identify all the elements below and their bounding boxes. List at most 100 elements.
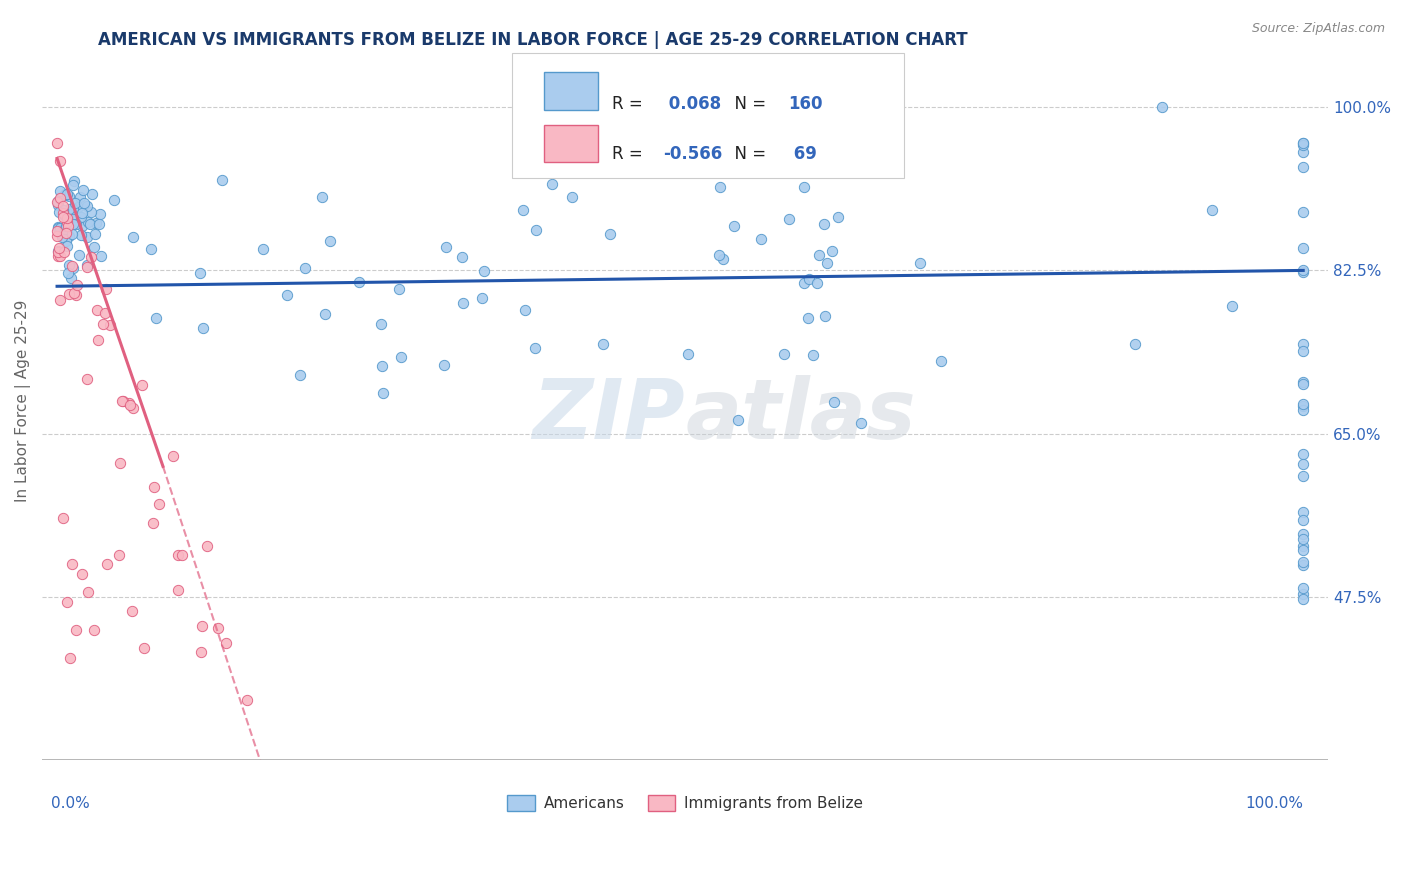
Point [592,336,614,351]
Point [58,650,80,665]
Point [311,190,333,204]
Point [1292,555,1315,569]
Point [131,378,153,392]
Point [72,183,94,197]
Text: R =: R = [612,95,648,112]
Point [73,196,96,211]
Text: 69: 69 [787,145,817,163]
Point [70,219,93,234]
Point [52,202,75,217]
Point [314,307,336,321]
Point [56,595,79,609]
Point [60,270,83,285]
Point [1292,540,1315,554]
Point [451,250,474,264]
Point [827,210,849,224]
Point [262,772,284,786]
Point [253,772,276,786]
Point [52,510,75,524]
Point [52,245,75,260]
Point [122,230,145,244]
Point [793,180,815,194]
Point [90,249,112,263]
Point [676,347,699,361]
Text: R =: R = [612,145,648,163]
Point [294,260,316,275]
Text: N =: N = [724,145,770,163]
Point [103,193,125,207]
Point [193,320,215,334]
Point [58,189,80,203]
Point [143,480,166,494]
Point [211,173,233,187]
Point [785,147,807,161]
Point [87,333,110,347]
Point [389,350,412,364]
Point [70,210,93,224]
Point [1292,513,1315,527]
Point [1292,533,1315,547]
Point [534,145,557,160]
Point [512,203,534,218]
Point [58,229,80,244]
Point [48,241,70,255]
Point [141,243,163,257]
Point [62,227,84,241]
Point [52,222,75,236]
Point [52,228,75,243]
Point [65,623,87,637]
Point [70,228,93,243]
Point [195,539,218,553]
Point [815,256,838,270]
Point [1292,241,1315,255]
Point [53,187,76,202]
Point [58,207,80,221]
Point [49,249,72,263]
Point [823,395,845,409]
Text: atlas: atlas [685,375,915,456]
Point [1292,336,1315,351]
Text: N =: N = [724,95,770,112]
Point [49,184,72,198]
Point [56,225,79,239]
Point [65,210,87,224]
Point [1292,446,1315,460]
Text: ZIP: ZIP [533,375,685,456]
Point [56,266,79,280]
Point [52,210,75,224]
Point [80,205,103,219]
Point [167,548,190,562]
Point [58,258,80,272]
Point [778,211,800,226]
Point [62,202,84,216]
FancyBboxPatch shape [512,53,904,178]
Point [134,641,156,656]
Point [162,450,184,464]
Point [170,548,193,562]
Point [797,310,820,325]
Point [276,772,298,786]
Point [231,772,253,786]
Point [55,234,77,248]
Point [46,220,69,235]
Point [87,218,110,232]
Point [55,186,77,201]
Point [46,249,69,263]
Point [190,645,212,659]
Point [55,219,77,233]
Point [60,558,83,572]
Point [727,413,749,427]
Text: 0.0%: 0.0% [51,796,90,811]
Point [1292,587,1315,601]
Point [1292,399,1315,413]
Point [252,242,274,256]
Point [849,416,872,430]
Point [388,282,411,296]
Point [821,244,844,258]
Point [1201,202,1223,217]
Point [1152,100,1174,114]
Point [93,305,115,319]
Point [62,217,84,231]
Y-axis label: In Labor Force | Age 25-29: In Labor Force | Age 25-29 [15,300,31,502]
Point [46,224,69,238]
